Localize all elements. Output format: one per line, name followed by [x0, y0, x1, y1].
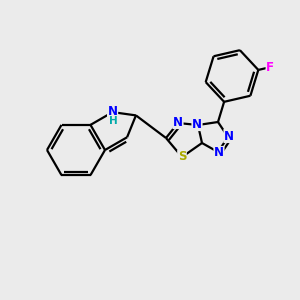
- Text: F: F: [266, 61, 274, 74]
- Text: N: N: [192, 118, 202, 130]
- Text: H: H: [109, 116, 118, 126]
- Text: N: N: [224, 130, 234, 142]
- Text: N: N: [173, 116, 183, 128]
- Text: N: N: [108, 105, 118, 118]
- Text: N: N: [214, 146, 224, 160]
- Text: S: S: [178, 151, 186, 164]
